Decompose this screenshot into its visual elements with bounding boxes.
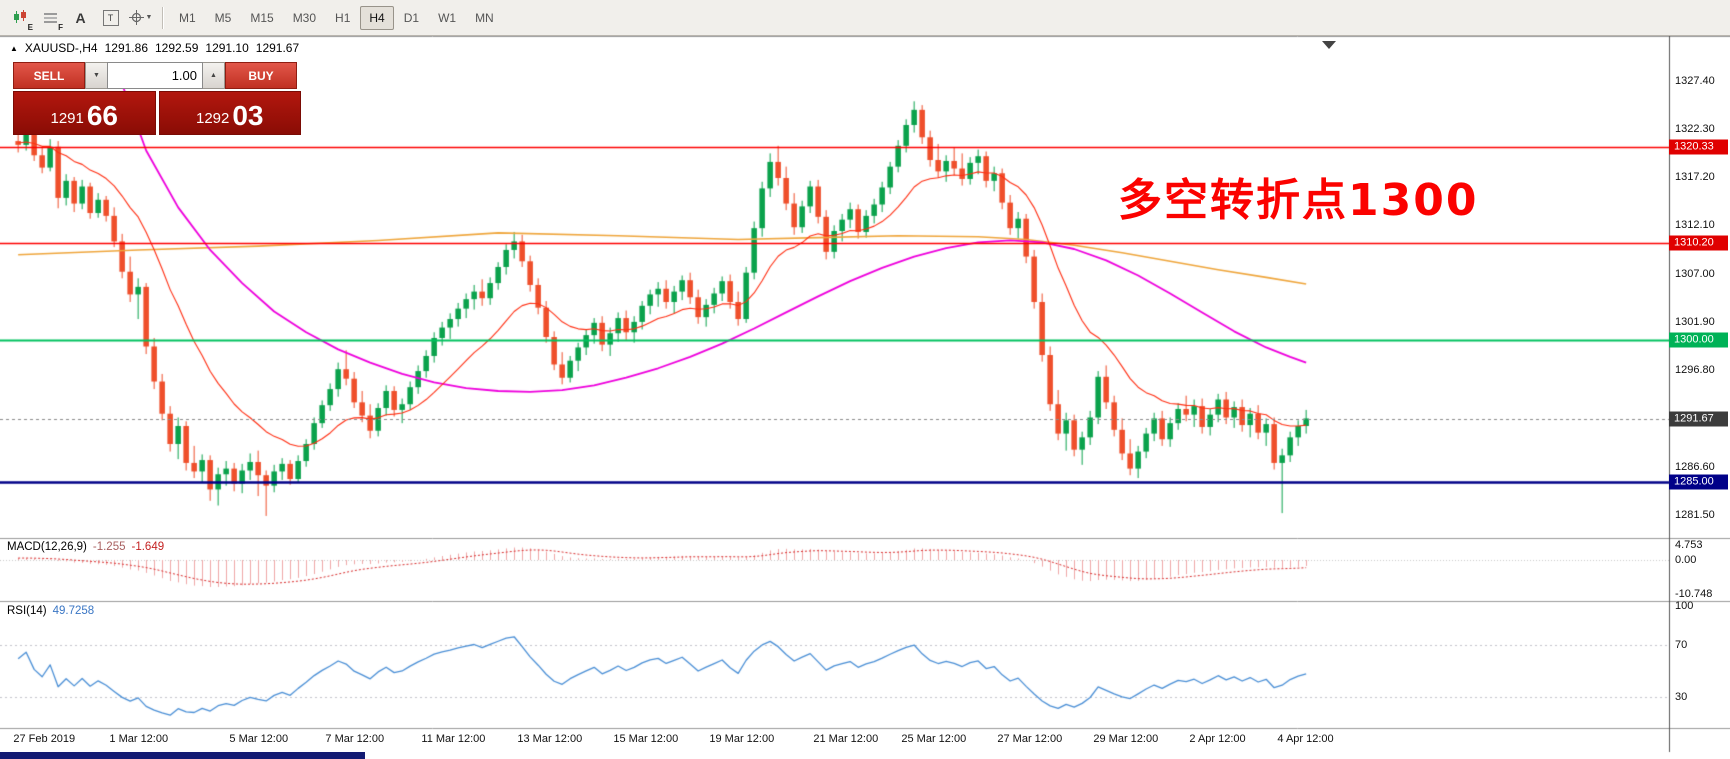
- macd-name: MACD(12,26,9): [7, 541, 87, 553]
- time-axis-label: 7 Mar 12:00: [325, 733, 385, 745]
- time-axis-label: 1 Mar 12:00: [109, 733, 169, 745]
- macd-axis-label: -10.748: [1675, 587, 1713, 600]
- timeframe-h4-button[interactable]: H4: [360, 5, 394, 30]
- bar-open-value: 1291.86: [104, 41, 148, 55]
- candle-pattern-tool-button[interactable]: E: [6, 4, 35, 32]
- price-axis-label: 1296.80: [1675, 364, 1715, 377]
- time-axis-label: 15 Mar 12:00: [613, 733, 679, 745]
- ask-price-display[interactable]: 1292 03: [158, 91, 301, 135]
- chart-header: ▲ XAUUSD-,H4 1291.86 1292.59 1291.10 129…: [10, 41, 299, 55]
- text-tool-button[interactable]: A: [66, 4, 95, 32]
- ask-price-main: 1292: [195, 110, 230, 127]
- chart-annotation-text: 多空转折点1300: [1118, 175, 1479, 226]
- time-axis-label: 21 Mar 12:00: [813, 733, 879, 745]
- price-axis-label: 1281.50: [1675, 508, 1715, 521]
- price-axis-label: 1286.60: [1675, 460, 1715, 473]
- icon-letter-e: E: [27, 22, 33, 32]
- ask-price-pips: 03: [232, 100, 264, 131]
- crosshair-tool-button[interactable]: ▼: [126, 4, 155, 32]
- time-axis[interactable]: 27 Feb 2019 1 Mar 12:00 5 Mar 12:00 7 Mar 1…: [0, 729, 1669, 752]
- volume-decrease-button[interactable]: ▼: [85, 62, 107, 89]
- icon-letter-f: F: [58, 22, 63, 32]
- price-axis-label: 1301.90: [1675, 315, 1715, 328]
- time-axis-label: 19 Mar 12:00: [709, 733, 775, 745]
- timeframe-mn-button[interactable]: MN: [475, 10, 494, 25]
- time-axis-label: 5 Mar 12:00: [229, 733, 289, 745]
- time-axis-label: 25 Mar 12:00: [901, 733, 967, 745]
- time-axis-label: 27 Feb 2019: [13, 733, 76, 745]
- rsi-axis-label: 70: [1675, 639, 1688, 651]
- price-level-badge: 1285.00: [1669, 474, 1728, 490]
- rsi-axis-label: 100: [1675, 600, 1694, 612]
- price-level-badge: 1310.20: [1669, 235, 1728, 251]
- macd-signal-value: -1.649: [131, 541, 165, 553]
- volume-increase-button[interactable]: ▲: [203, 62, 225, 89]
- macd-main-value: -1.255: [92, 541, 126, 553]
- price-axis-label: 1312.10: [1675, 219, 1715, 232]
- price-level-badge: 1291.67: [1669, 411, 1728, 427]
- candle-pattern-icon: [14, 10, 26, 23]
- crosshair-icon: [128, 10, 144, 25]
- bar-close-value: 1291.67: [255, 41, 300, 55]
- lines-pattern-icon: [43, 12, 57, 23]
- lines-pattern-tool-button[interactable]: F: [36, 4, 65, 32]
- chart-shift-icon[interactable]: [1322, 41, 1336, 49]
- bid-price-main: 1291: [50, 110, 84, 127]
- text-label-tool-button[interactable]: T: [96, 4, 125, 32]
- chevron-down-icon: ▼: [145, 14, 153, 21]
- time-axis-label: 27 Mar 12:00: [997, 733, 1063, 745]
- timeframe-h1-button[interactable]: H1: [335, 10, 351, 25]
- text-tool-icon: A: [75, 9, 86, 26]
- buy-button[interactable]: BUY: [225, 62, 297, 89]
- time-axis-label: 4 Apr 12:00: [1277, 733, 1334, 745]
- price-level-badge: 1320.33: [1669, 139, 1728, 155]
- time-axis-label: 11 Mar 12:00: [421, 733, 486, 745]
- symbol-period-label: XAUUSD-,H4: [24, 41, 98, 55]
- time-axis-label: 2 Apr 12:00: [1189, 733, 1246, 745]
- sell-button[interactable]: SELL: [13, 62, 85, 89]
- timeframe-m1-button[interactable]: M1: [179, 10, 196, 25]
- timeframe-m30-button[interactable]: M30: [292, 10, 317, 25]
- rsi-indicator-label: RSI(14) 49.7258: [7, 605, 94, 617]
- rsi-axis-label: 30: [1675, 691, 1688, 703]
- rsi-name: RSI(14): [7, 605, 47, 617]
- timeframe-m5-button[interactable]: M5: [214, 10, 232, 25]
- macd-axis-label: 4.753: [1675, 538, 1703, 551]
- bar-high-value: 1292.59: [155, 41, 199, 55]
- time-axis-label: 13 Mar 12:00: [517, 733, 583, 745]
- macd-axis-label: 0.00: [1675, 554, 1697, 566]
- toolbar-separator: [162, 6, 163, 29]
- price-axis-label: 1327.40: [1675, 74, 1715, 87]
- price-axis-label: 1307.00: [1675, 267, 1715, 280]
- timeframe-w1-button[interactable]: W1: [438, 10, 457, 25]
- time-axis-label: 29 Mar 12:00: [1093, 733, 1159, 745]
- price-level-badge: 1300.00: [1669, 332, 1728, 348]
- expand-triangle-icon[interactable]: ▲: [10, 43, 18, 53]
- timeframe-d1-button[interactable]: D1: [403, 10, 420, 25]
- bid-price-display[interactable]: 1291 66: [13, 91, 156, 135]
- one-click-trading-panel: SELL ▼ ▲ BUY 1291 66 1292 03: [13, 62, 301, 135]
- price-axis-label: 1317.20: [1675, 171, 1715, 184]
- rsi-value: 49.7258: [52, 605, 95, 617]
- price-axis-label: 1322.30: [1675, 122, 1715, 135]
- timeframe-m15-button[interactable]: M15: [250, 10, 274, 25]
- price-scale[interactable]: 1327.40 1322.30 1317.20 1312.10 1307.00 1301.…: [1669, 0, 1730, 759]
- taskbar-fragment[interactable]: [0, 752, 365, 759]
- bid-price-pips: 66: [86, 100, 119, 131]
- text-label-icon: T: [102, 9, 119, 26]
- volume-input[interactable]: [107, 62, 203, 89]
- macd-indicator-label: MACD(12,26,9) -1.255 -1.649: [7, 541, 164, 553]
- bar-low-value: 1291.10: [205, 41, 249, 55]
- toolbar: E F A T ▼ M1 M5 M15 M30: [0, 0, 1730, 36]
